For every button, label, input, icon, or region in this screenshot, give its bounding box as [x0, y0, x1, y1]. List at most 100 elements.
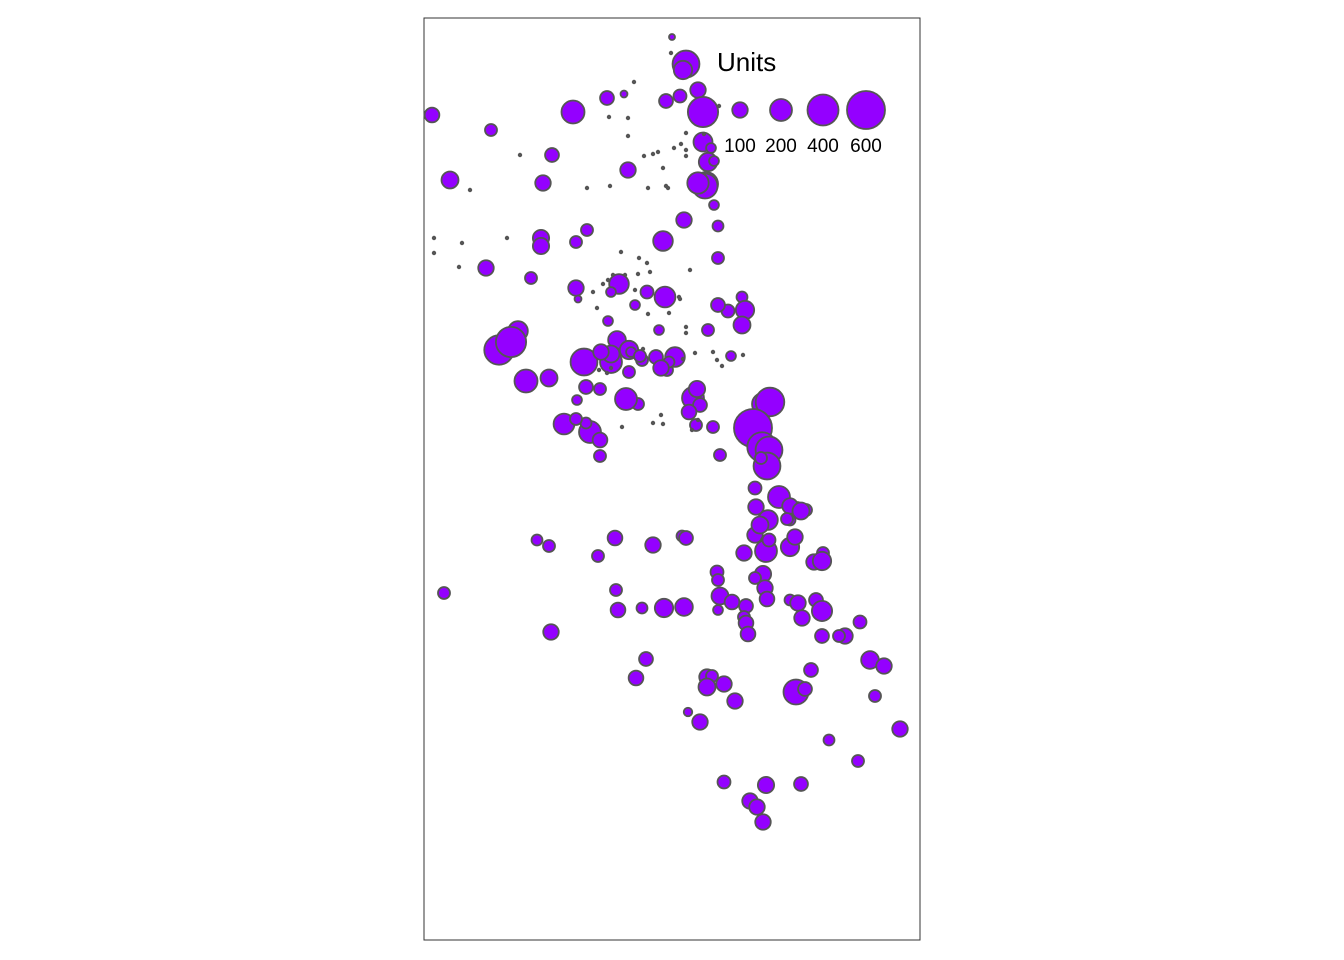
point-38: [619, 161, 637, 179]
point-84: [573, 294, 583, 304]
point-34: [625, 133, 631, 139]
point-162: [780, 512, 794, 526]
point-226: [803, 662, 819, 678]
point-30: [484, 123, 498, 137]
point-238: [716, 774, 732, 790]
point-15: [701, 131, 707, 137]
point-112: [687, 379, 707, 399]
point-98: [592, 343, 610, 361]
point-144: [608, 365, 614, 371]
point-59: [711, 219, 725, 233]
point-131: [614, 387, 638, 411]
point-9: [619, 89, 629, 99]
point-94: [569, 347, 599, 377]
point-225: [726, 692, 744, 710]
point-93: [701, 323, 715, 337]
point-89: [632, 287, 638, 293]
point-32: [606, 114, 612, 120]
point-29: [423, 106, 441, 124]
point-42: [584, 185, 590, 191]
legend-symbol-400: [806, 93, 840, 127]
point-169: [786, 528, 804, 546]
point-56: [459, 240, 465, 246]
point-37: [655, 149, 661, 155]
point-189: [678, 530, 694, 546]
point-60: [431, 250, 437, 256]
point-49: [683, 147, 689, 153]
point-36: [544, 147, 560, 163]
point-117: [689, 427, 695, 433]
point-82: [590, 289, 596, 295]
point-187: [644, 536, 662, 554]
point-31: [517, 152, 523, 158]
point-66: [635, 271, 641, 277]
point-184: [542, 539, 556, 553]
point-6: [631, 79, 637, 85]
point-166: [735, 544, 753, 562]
point-18: [678, 141, 684, 147]
point-140: [494, 325, 528, 359]
point-143: [604, 370, 610, 376]
point-69: [687, 267, 693, 273]
point-92: [732, 315, 752, 335]
legend-symbols: [731, 90, 886, 130]
point-110: [653, 324, 665, 336]
point-125: [652, 359, 670, 377]
point-105: [683, 330, 689, 336]
point-177: [591, 431, 609, 449]
point-119: [680, 356, 686, 362]
point-129: [658, 412, 664, 418]
point-132: [622, 365, 636, 379]
point-33: [625, 115, 631, 121]
point-171: [761, 532, 777, 548]
point-199: [635, 601, 649, 615]
point-52: [531, 236, 551, 256]
points-layer: [423, 33, 909, 831]
point-239: [756, 775, 776, 795]
point-216: [832, 629, 846, 643]
point-197: [609, 583, 623, 597]
point-203: [712, 604, 724, 616]
point-208: [739, 625, 757, 643]
point-128: [619, 424, 625, 430]
point-121: [725, 350, 737, 362]
point-204: [723, 593, 741, 611]
point-12: [658, 93, 674, 109]
point-148: [754, 386, 786, 418]
point-62: [524, 271, 538, 285]
point-127: [740, 352, 746, 358]
point-81: [600, 281, 606, 287]
point-198: [609, 601, 627, 619]
legend-symbol-100: [731, 101, 749, 119]
legend-title: Units: [717, 47, 776, 77]
point-51: [652, 230, 674, 252]
point-126: [719, 363, 725, 369]
point-90: [629, 299, 641, 311]
point-3: [689, 81, 707, 99]
legend-label-200: 200: [765, 136, 797, 157]
point-242: [748, 798, 766, 816]
point-235: [851, 754, 865, 768]
point-157: [750, 515, 770, 535]
point-13: [672, 88, 688, 104]
point-80: [677, 296, 683, 302]
size-legend: Units 100 200 400 600: [717, 47, 886, 157]
point-160: [747, 498, 765, 516]
point-77: [710, 297, 726, 313]
point-88: [639, 284, 655, 300]
point-47: [641, 153, 647, 159]
point-213: [793, 609, 811, 627]
point-224: [715, 675, 733, 693]
point-74: [653, 285, 677, 309]
point-195: [748, 571, 762, 585]
point-8: [599, 90, 615, 106]
point-223: [697, 677, 717, 697]
point-135: [650, 420, 656, 426]
point-53: [477, 259, 495, 277]
point-233: [691, 713, 709, 731]
point-17: [708, 199, 720, 211]
point-136: [695, 417, 701, 423]
point-27: [708, 155, 720, 167]
point-183: [530, 533, 544, 547]
